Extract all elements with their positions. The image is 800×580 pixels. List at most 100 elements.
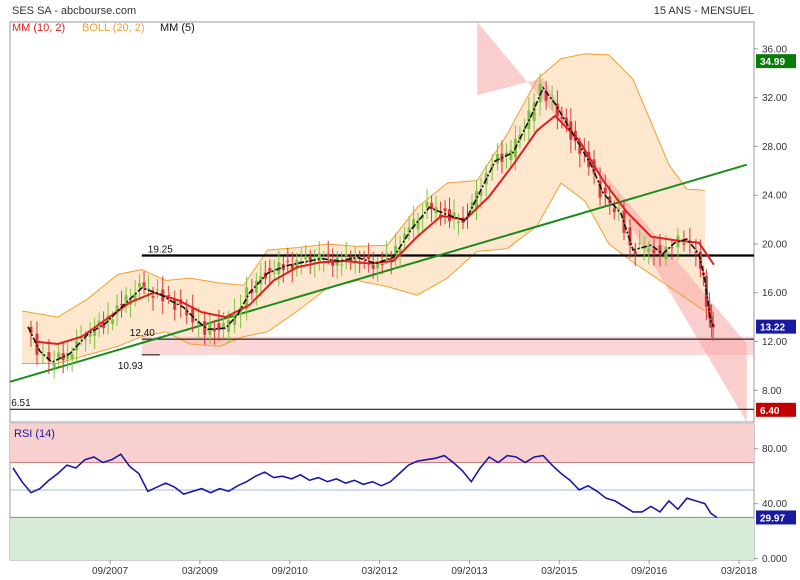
candle-body	[658, 245, 662, 254]
candle-body	[70, 354, 74, 359]
candle-body	[304, 256, 308, 260]
candle-body	[647, 248, 651, 252]
candle-body	[286, 260, 290, 262]
x-tick-label: 03/2018	[721, 566, 758, 577]
candle-body	[474, 191, 478, 209]
chart-period: 15 ANS - MENSUEL	[654, 5, 754, 17]
candle-body	[124, 295, 128, 301]
candle-body	[682, 243, 686, 245]
candle-body	[185, 309, 189, 316]
candle-body	[664, 246, 668, 260]
candle-body	[142, 282, 146, 288]
candle-body	[239, 307, 243, 316]
price-tick-label: 12.00	[762, 337, 787, 348]
mm5-line	[27, 86, 715, 364]
level-label-0: 19.25	[148, 245, 173, 256]
candle-body	[555, 103, 559, 116]
candle-body	[344, 253, 348, 256]
candle-body	[504, 152, 508, 156]
candle-body	[495, 154, 499, 164]
rsi-tick-label: 40.00	[762, 499, 787, 510]
candle-body	[403, 233, 407, 241]
candle-body	[52, 363, 56, 368]
candle-body	[57, 352, 61, 359]
candle-body	[385, 253, 389, 256]
candle-body	[79, 338, 83, 340]
candle-body	[407, 227, 411, 233]
candle-body	[167, 295, 171, 297]
candle-body	[308, 257, 312, 263]
candle-body	[268, 268, 272, 273]
candle-body	[670, 247, 674, 249]
candle-body	[532, 102, 536, 122]
price-tick-label: 36.00	[762, 44, 787, 55]
candle-body	[509, 150, 513, 161]
candle-body	[254, 280, 258, 293]
legend-mm10: MM (10, 2)	[12, 22, 65, 34]
candle-body	[642, 247, 646, 249]
x-tick-label: 09/2007	[92, 566, 129, 577]
candle-body	[217, 323, 221, 331]
rsi-line	[12, 453, 718, 519]
rsi-legend: RSI (14)	[14, 428, 55, 440]
legend-boll: BOLL (20, 2)	[82, 22, 145, 34]
candle-body	[212, 329, 216, 332]
chart-title: SES SA - abcbourse.com	[12, 5, 136, 17]
candle-body	[416, 219, 420, 230]
price-badge-label: 6.40	[760, 406, 780, 417]
candle-body	[133, 293, 137, 300]
candle-body	[694, 251, 698, 254]
candle-body	[698, 251, 702, 269]
x-tick-label: 03/2012	[362, 566, 399, 577]
axes: 19.25 12.40 10.93 6.51 36.00 32.00 28.00 24.00 2…	[11, 44, 796, 577]
candle-body	[250, 289, 254, 294]
support-band	[141, 336, 754, 355]
candle-body	[340, 264, 344, 266]
candle-body	[389, 258, 393, 261]
rsi-last-badge	[756, 510, 796, 525]
candle-body	[35, 333, 39, 355]
rsi-tick-label: 0.000	[762, 554, 787, 565]
candle-body	[66, 353, 70, 360]
level-label-1: 12.40	[130, 328, 155, 339]
candle-body	[612, 208, 616, 213]
candle-body	[84, 338, 88, 340]
candle-body	[608, 196, 612, 204]
candle-body	[452, 212, 456, 217]
candle-body	[710, 316, 714, 328]
candle-body	[457, 221, 461, 224]
candle-body	[331, 260, 335, 266]
candle-body	[522, 128, 526, 130]
candle-body	[111, 319, 115, 325]
level-label-2: 10.93	[118, 361, 143, 372]
candle-body	[102, 322, 106, 329]
candle-body	[115, 305, 119, 314]
candle-body	[29, 326, 33, 334]
candle-body	[203, 321, 207, 335]
candle-body	[430, 202, 434, 209]
candle-body	[564, 117, 568, 123]
candle-body	[156, 289, 160, 291]
candle-body	[490, 165, 494, 169]
candle-body	[598, 180, 602, 198]
candle-body	[638, 242, 642, 244]
candle-body	[603, 187, 607, 194]
rsi-panel[interactable]	[10, 424, 754, 560]
candle-body	[97, 320, 101, 326]
price-panel[interactable]	[10, 22, 754, 422]
candle-body	[120, 304, 124, 306]
candle-body	[628, 227, 632, 246]
price-badge-label: 34.99	[760, 57, 785, 68]
candle-body	[633, 251, 637, 255]
bollinger-upper-line	[21, 53, 705, 318]
candle-body	[362, 257, 366, 259]
candle-body	[470, 201, 474, 209]
candle-body	[479, 190, 483, 197]
price-tick-label: 20.00	[762, 239, 787, 250]
candle-body	[151, 296, 155, 298]
candle-body	[317, 253, 321, 263]
candle-body	[245, 287, 249, 310]
candle-body	[550, 98, 554, 100]
candle-body	[290, 263, 294, 270]
